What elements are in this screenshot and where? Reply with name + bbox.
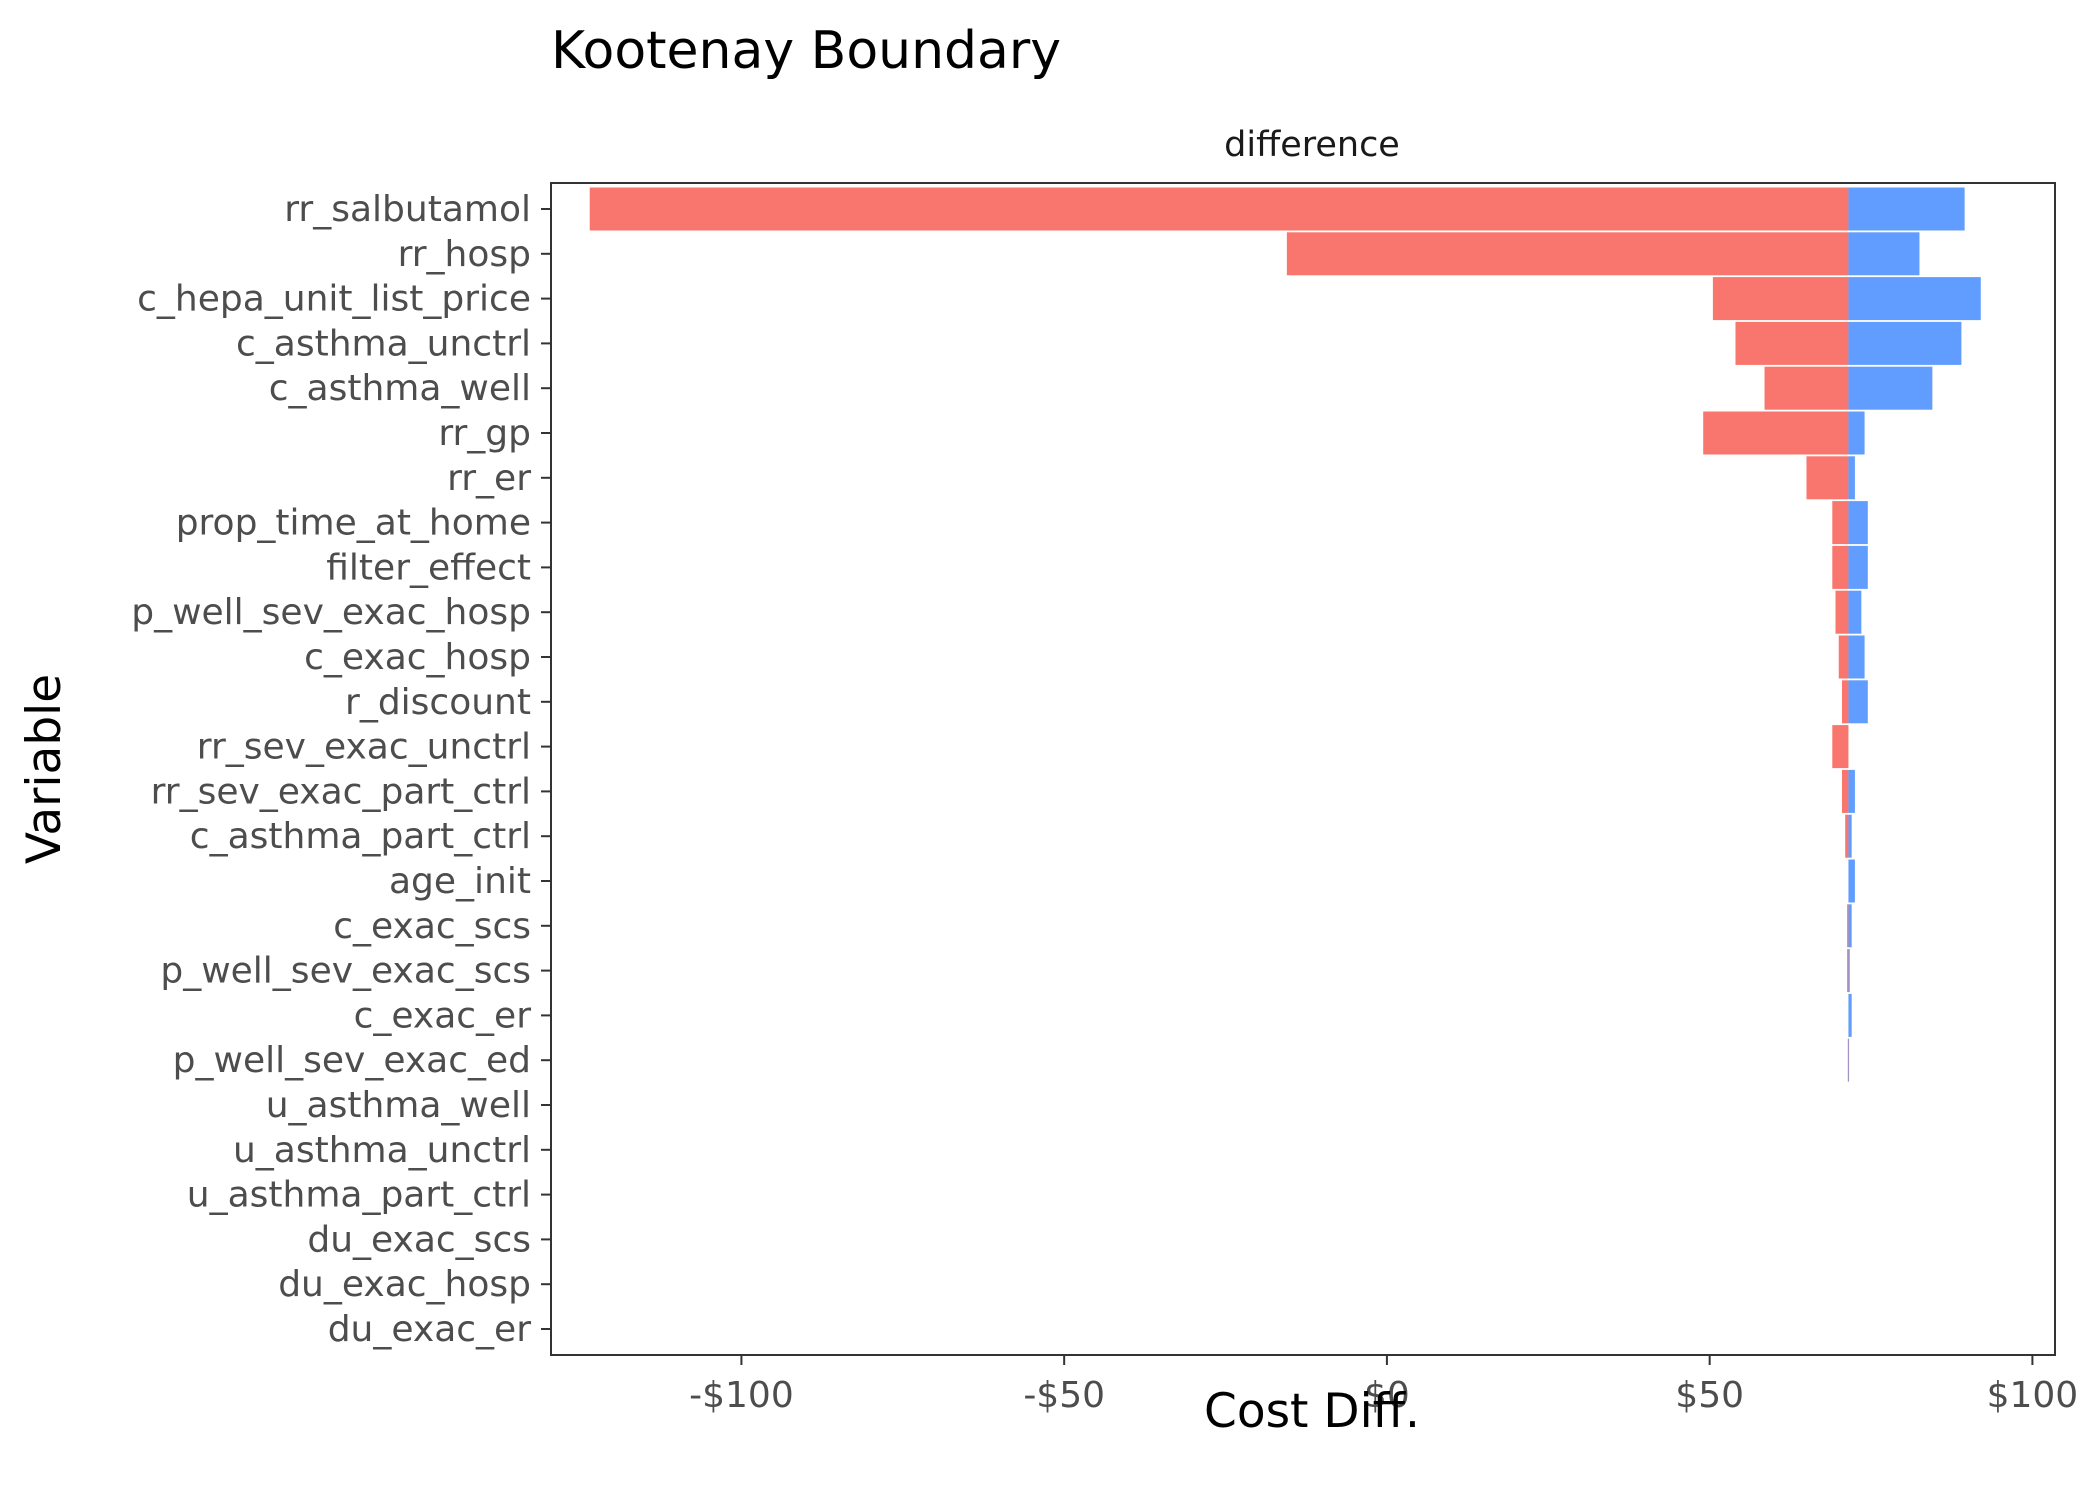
- y-tick-label: du_exac_scs: [307, 1219, 531, 1260]
- y-tick-label: u_asthma_unctrl: [233, 1130, 531, 1171]
- y-tick-label: c_exac_hosp: [304, 637, 531, 678]
- chart-title: Kootenay Boundary: [551, 21, 1061, 81]
- bar-high-c_exac_scs: [1848, 904, 1852, 948]
- y-tick-label: r_discount: [345, 682, 531, 723]
- bar-high-c_hepa_unit_list_price: [1848, 277, 1981, 321]
- bars-layer: [589, 187, 1981, 1082]
- bar-low-c_exac_hosp: [1838, 635, 1849, 679]
- y-axis: rr_salbutamolrr_hospc_hepa_unit_list_pri…: [131, 189, 551, 1350]
- bar-low-c_exac_scs: [1847, 904, 1849, 948]
- bar-low-c_asthma_part_ctrl: [1845, 814, 1849, 858]
- y-tick-label: rr_salbutamol: [284, 189, 531, 230]
- y-tick-label: prop_time_at_home: [176, 503, 531, 544]
- y-tick-label: c_asthma_unctrl: [236, 323, 531, 364]
- bar-low-prop_time_at_home: [1832, 501, 1849, 545]
- bar-low-p_well_sev_exac_ed: [1847, 1038, 1849, 1082]
- bar-low-rr_sev_exac_unctrl: [1832, 725, 1849, 769]
- y-tick-label: c_hepa_unit_list_price: [137, 279, 531, 320]
- y-tick-label: rr_sev_exac_part_ctrl: [151, 771, 531, 812]
- y-tick-label: u_asthma_part_ctrl: [187, 1175, 531, 1216]
- bar-high-c_asthma_well: [1848, 366, 1933, 410]
- bar-low-p_well_sev_exac_hosp: [1835, 590, 1849, 634]
- y-tick-label: filter_effect: [326, 547, 531, 588]
- bar-low-c_asthma_unctrl: [1735, 321, 1849, 365]
- bar-low-r_discount: [1841, 680, 1849, 724]
- x-tick-label: -$100: [689, 1375, 794, 1416]
- y-tick-label: p_well_sev_exac_hosp: [131, 592, 531, 633]
- y-tick-label: c_exac_er: [354, 995, 532, 1036]
- bar-high-rr_er: [1848, 456, 1855, 500]
- bar-high-rr_salbutamol: [1848, 187, 1965, 231]
- bar-low-p_well_sev_exac_scs: [1847, 949, 1849, 993]
- y-tick-label: u_asthma_well: [266, 1085, 531, 1126]
- bar-low-rr_hosp: [1286, 232, 1849, 276]
- bar-low-rr_sev_exac_part_ctrl: [1841, 769, 1849, 813]
- y-tick-label: rr_sev_exac_unctrl: [197, 727, 531, 768]
- bar-low-c_asthma_well: [1764, 366, 1849, 410]
- bar-high-rr_hosp: [1848, 232, 1920, 276]
- bar-low-rr_salbutamol: [589, 187, 1849, 231]
- bar-high-c_asthma_part_ctrl: [1848, 814, 1852, 858]
- bar-high-p_well_sev_exac_hosp: [1848, 590, 1862, 634]
- bar-high-prop_time_at_home: [1848, 501, 1868, 545]
- y-tick-label: rr_hosp: [398, 234, 531, 275]
- y-tick-label: p_well_sev_exac_scs: [160, 951, 531, 992]
- y-tick-label: du_exac_er: [328, 1309, 531, 1350]
- x-tick-label: $100: [1987, 1375, 2079, 1416]
- bar-high-c_exac_hosp: [1848, 635, 1865, 679]
- x-axis: -$100 -$50 $0 $50 $100: [689, 1355, 2078, 1416]
- y-tick-label: rr_er: [447, 458, 531, 499]
- y-tick-label: c_exac_scs: [333, 906, 531, 947]
- bar-high-r_discount: [1848, 680, 1868, 724]
- y-tick-label: rr_gp: [438, 413, 531, 454]
- plot-panel-border: [550, 182, 2056, 1356]
- bar-high-p_well_sev_exac_scs: [1848, 949, 1850, 993]
- bar-high-p_well_sev_exac_ed: [1848, 1038, 1850, 1082]
- x-tick-label: $50: [1675, 1375, 1744, 1416]
- bar-low-rr_gp: [1703, 411, 1849, 455]
- bar-high-rr_sev_exac_part_ctrl: [1848, 769, 1855, 813]
- bar-high-c_exac_er: [1848, 993, 1852, 1037]
- y-tick-label: c_asthma_part_ctrl: [190, 816, 531, 857]
- bar-low-rr_er: [1806, 456, 1849, 500]
- bar-high-filter_effect: [1848, 545, 1868, 589]
- x-tick-label: $0: [1364, 1375, 1410, 1416]
- bar-low-filter_effect: [1832, 545, 1849, 589]
- y-tick-label: c_asthma_well: [269, 368, 531, 409]
- bar-high-age_init: [1848, 859, 1855, 903]
- facet-label: difference: [1224, 125, 1400, 165]
- y-tick-label: p_well_sev_exac_ed: [173, 1040, 531, 1081]
- bar-low-c_hepa_unit_list_price: [1712, 277, 1849, 321]
- x-axis-title: Cost Diff.: [1204, 1384, 1420, 1439]
- y-tick-label: age_init: [389, 861, 531, 902]
- bar-high-c_asthma_unctrl: [1848, 321, 1962, 365]
- y-axis-title: Variable: [17, 674, 72, 864]
- x-tick-label: -$50: [1023, 1375, 1105, 1416]
- bar-high-rr_gp: [1848, 411, 1865, 455]
- y-tick-label: du_exac_hosp: [278, 1264, 531, 1305]
